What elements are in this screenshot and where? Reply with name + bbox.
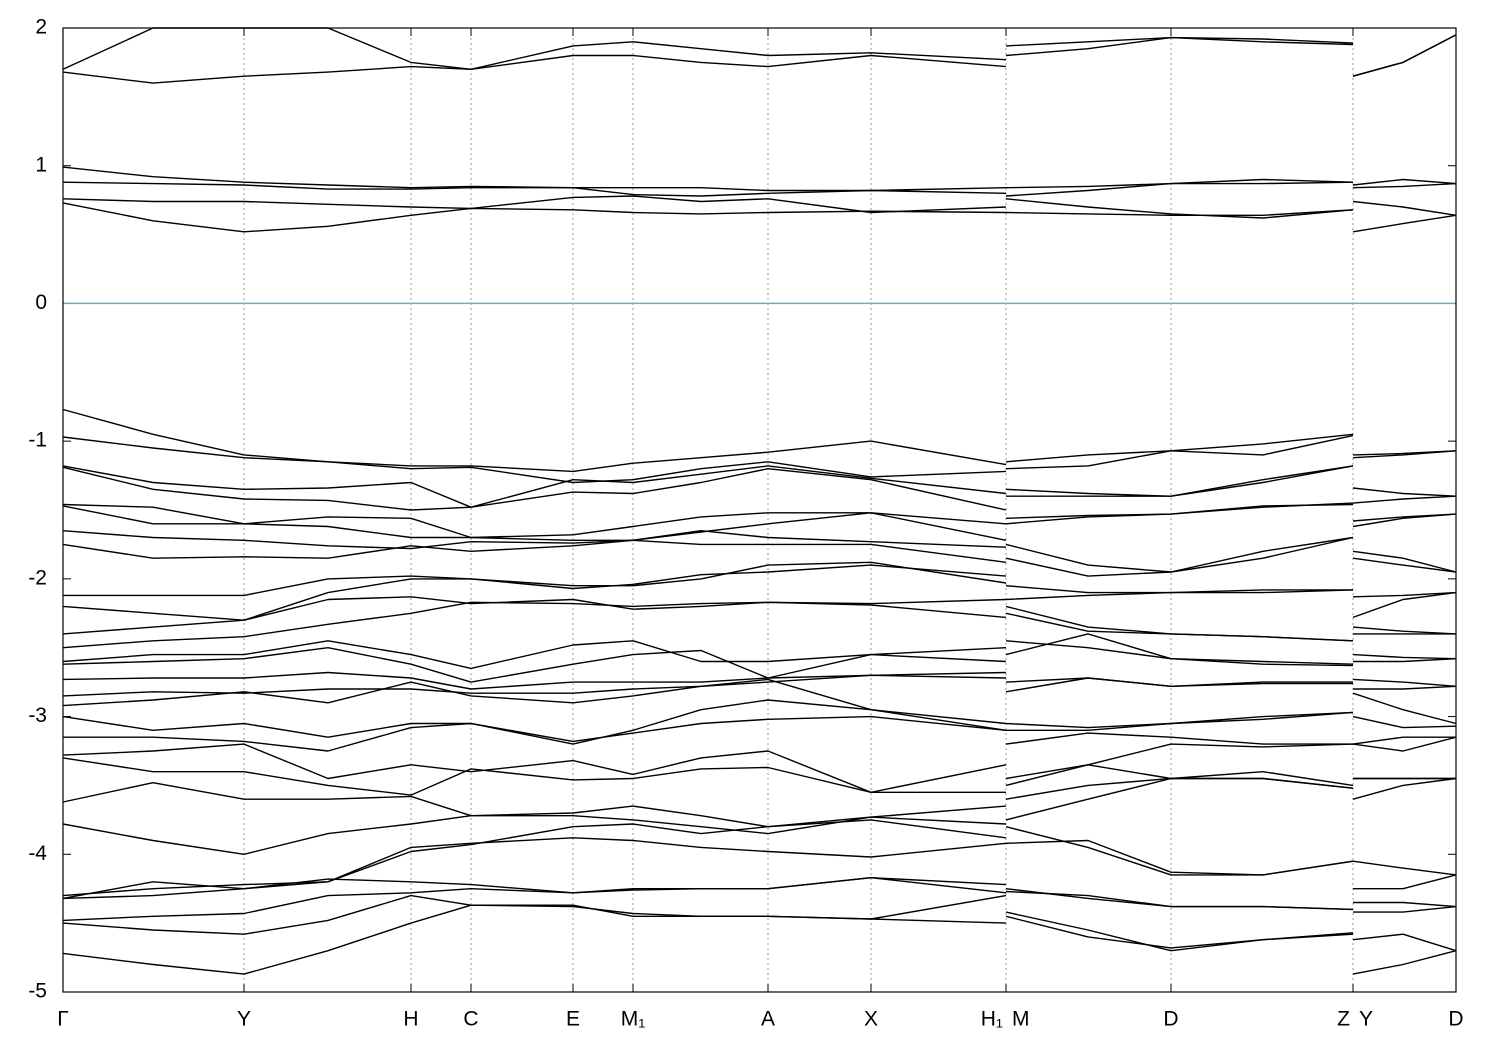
band-line bbox=[62, 27, 1457, 77]
band-line bbox=[62, 757, 1456, 796]
x-tick-label: Γ bbox=[57, 1008, 69, 1031]
x-tick-label: H₁ bbox=[981, 1008, 1003, 1031]
band-line bbox=[62, 877, 1457, 911]
y-tick-label: -1 bbox=[28, 429, 47, 452]
band-line bbox=[62, 434, 1457, 484]
band-line bbox=[62, 894, 1457, 952]
x-tick-label: A bbox=[761, 1008, 775, 1031]
x-tick-label: H bbox=[403, 1008, 418, 1031]
band-line bbox=[62, 561, 1457, 621]
band-line bbox=[62, 195, 1457, 219]
x-tick-label: D bbox=[1448, 1008, 1463, 1031]
band-line bbox=[62, 736, 1456, 793]
band-line bbox=[63, 715, 1457, 752]
band-line bbox=[62, 465, 1457, 508]
y-tick-label: 2 bbox=[35, 16, 47, 39]
x-tick-label: Y bbox=[237, 1008, 251, 1031]
band-line bbox=[62, 699, 1457, 745]
plot-frame bbox=[62, 27, 1457, 993]
band-line bbox=[62, 530, 1457, 573]
x-tick-label: E bbox=[566, 1008, 580, 1031]
band-line bbox=[62, 596, 1457, 642]
y-tick-label: -5 bbox=[28, 980, 47, 1003]
band-line bbox=[63, 564, 1457, 598]
band-line bbox=[62, 202, 1457, 233]
y-tick-label: 0 bbox=[35, 291, 47, 314]
x-tick-label: Z bbox=[1337, 1008, 1350, 1031]
x-tick-label: C bbox=[463, 1008, 478, 1031]
y-tick-label: -4 bbox=[28, 842, 47, 865]
band-line bbox=[62, 536, 1457, 577]
band-line bbox=[62, 503, 1457, 541]
band-line bbox=[62, 777, 1457, 828]
y-tick-label: -2 bbox=[28, 566, 47, 589]
x-tick-label: X bbox=[864, 1008, 878, 1031]
x-tick-label: Y bbox=[1359, 1008, 1373, 1031]
band-line bbox=[62, 819, 1457, 900]
band-line bbox=[62, 777, 1456, 855]
band-line bbox=[62, 502, 1457, 539]
band-line bbox=[62, 34, 1457, 84]
band-line bbox=[62, 877, 1457, 922]
band-line bbox=[62, 904, 1457, 975]
band-line bbox=[62, 640, 1457, 683]
y-tick-label: 1 bbox=[35, 153, 47, 176]
band-line bbox=[62, 465, 1457, 511]
x-tick-label: M₁ bbox=[621, 1008, 646, 1031]
band-line bbox=[62, 601, 1456, 649]
band-line bbox=[62, 181, 1457, 197]
x-tick-label: D bbox=[1163, 1008, 1178, 1031]
y-tick-label: -3 bbox=[28, 704, 47, 727]
x-tick-label: M bbox=[1012, 1008, 1030, 1031]
